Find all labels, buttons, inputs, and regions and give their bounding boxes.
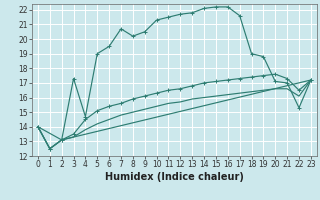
- X-axis label: Humidex (Indice chaleur): Humidex (Indice chaleur): [105, 172, 244, 182]
